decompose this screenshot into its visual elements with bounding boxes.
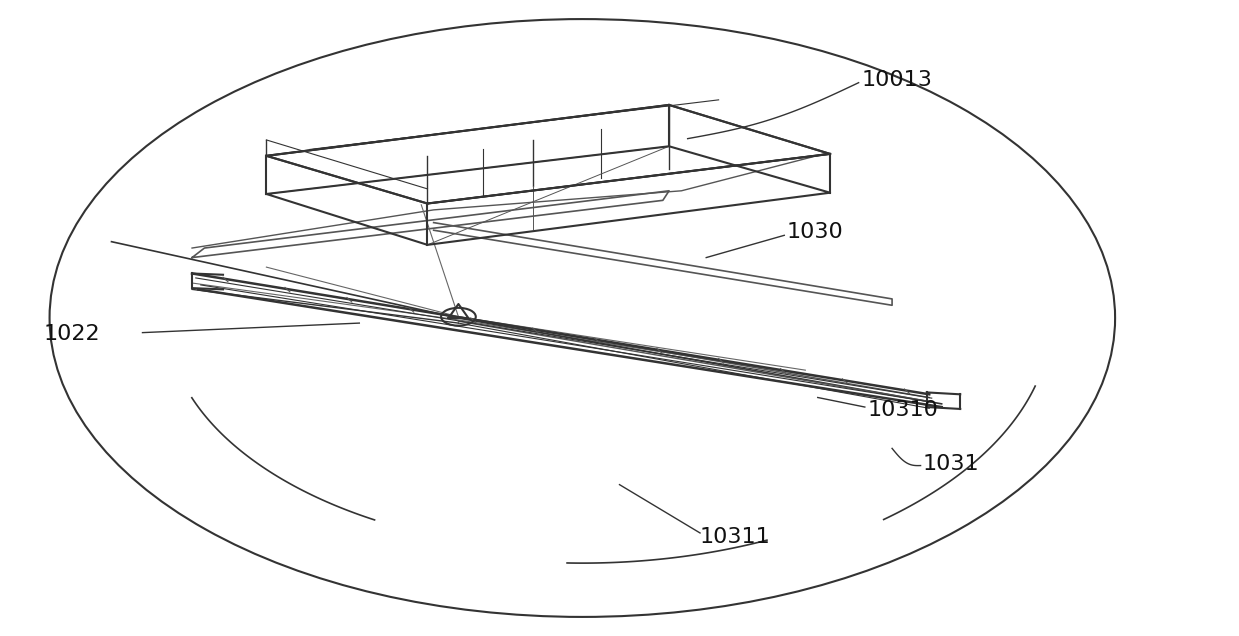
Text: 10310: 10310 xyxy=(867,400,938,420)
Text: 1022: 1022 xyxy=(43,324,100,344)
Text: 1030: 1030 xyxy=(787,222,844,242)
Text: 10013: 10013 xyxy=(861,69,932,90)
Text: 10311: 10311 xyxy=(700,527,771,548)
Text: 1031: 1031 xyxy=(923,454,980,474)
